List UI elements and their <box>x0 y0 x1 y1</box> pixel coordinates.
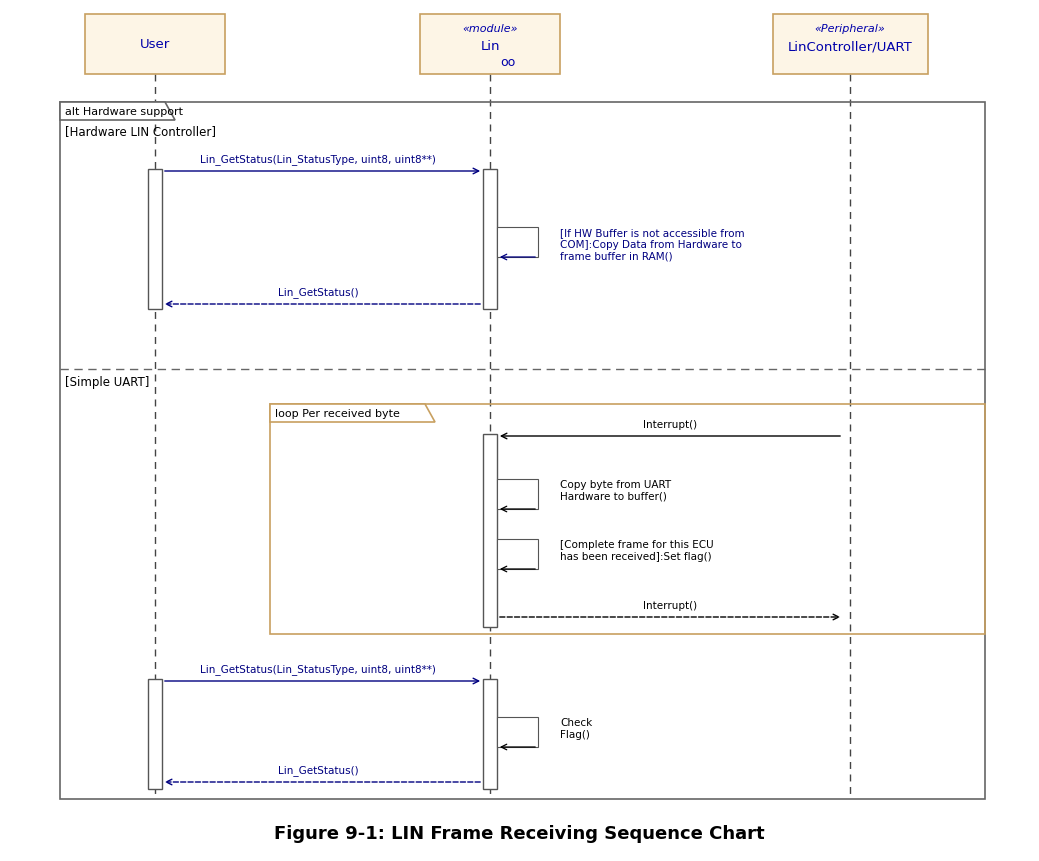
Text: [Complete frame for this ECU
has been received]:Set flag(): [Complete frame for this ECU has been re… <box>560 539 714 561</box>
Bar <box>85 15 225 75</box>
Bar <box>60 102 985 799</box>
Bar <box>148 679 162 789</box>
Text: «module»: «module» <box>462 24 517 34</box>
Bar <box>497 717 538 747</box>
Bar <box>497 539 538 569</box>
Bar <box>148 170 162 310</box>
Text: Lin: Lin <box>480 40 500 53</box>
Bar <box>483 435 497 628</box>
Text: «Peripheral»: «Peripheral» <box>815 24 885 34</box>
Polygon shape <box>60 102 175 121</box>
Text: [If HW Buffer is not accessible from
COM]:Copy Data from Hardware to
frame buffe: [If HW Buffer is not accessible from COM… <box>560 228 745 261</box>
Text: LinController/UART: LinController/UART <box>788 40 912 53</box>
Bar <box>483 170 497 310</box>
Text: Figure 9-1: LIN Frame Receiving Sequence Chart: Figure 9-1: LIN Frame Receiving Sequence… <box>274 824 765 842</box>
Text: Lin_GetStatus(Lin_StatusType, uint8, uint8**): Lin_GetStatus(Lin_StatusType, uint8, uin… <box>201 154 436 164</box>
Bar <box>497 228 538 257</box>
Text: Interrupt(): Interrupt() <box>643 600 697 610</box>
Text: alt Hardware support: alt Hardware support <box>65 107 183 117</box>
Bar <box>420 15 560 75</box>
Text: Interrupt(): Interrupt() <box>643 419 697 430</box>
Text: Lin_GetStatus(): Lin_GetStatus() <box>277 765 358 775</box>
Text: loop Per received byte: loop Per received byte <box>275 408 400 418</box>
Text: User: User <box>140 39 170 52</box>
Text: Lin_GetStatus(Lin_StatusType, uint8, uint8**): Lin_GetStatus(Lin_StatusType, uint8, uin… <box>201 663 436 674</box>
Bar <box>483 679 497 789</box>
Text: Lin_GetStatus(): Lin_GetStatus() <box>277 287 358 298</box>
Bar <box>497 480 538 510</box>
Bar <box>773 15 928 75</box>
Bar <box>270 405 985 635</box>
Text: Copy byte from UART
Hardware to buffer(): Copy byte from UART Hardware to buffer() <box>560 480 671 501</box>
Text: oo: oo <box>501 57 515 70</box>
Text: [Hardware LIN Controller]: [Hardware LIN Controller] <box>65 125 216 138</box>
Text: [Simple UART]: [Simple UART] <box>65 375 150 388</box>
Polygon shape <box>270 405 435 423</box>
Text: Check
Flag(): Check Flag() <box>560 717 592 739</box>
